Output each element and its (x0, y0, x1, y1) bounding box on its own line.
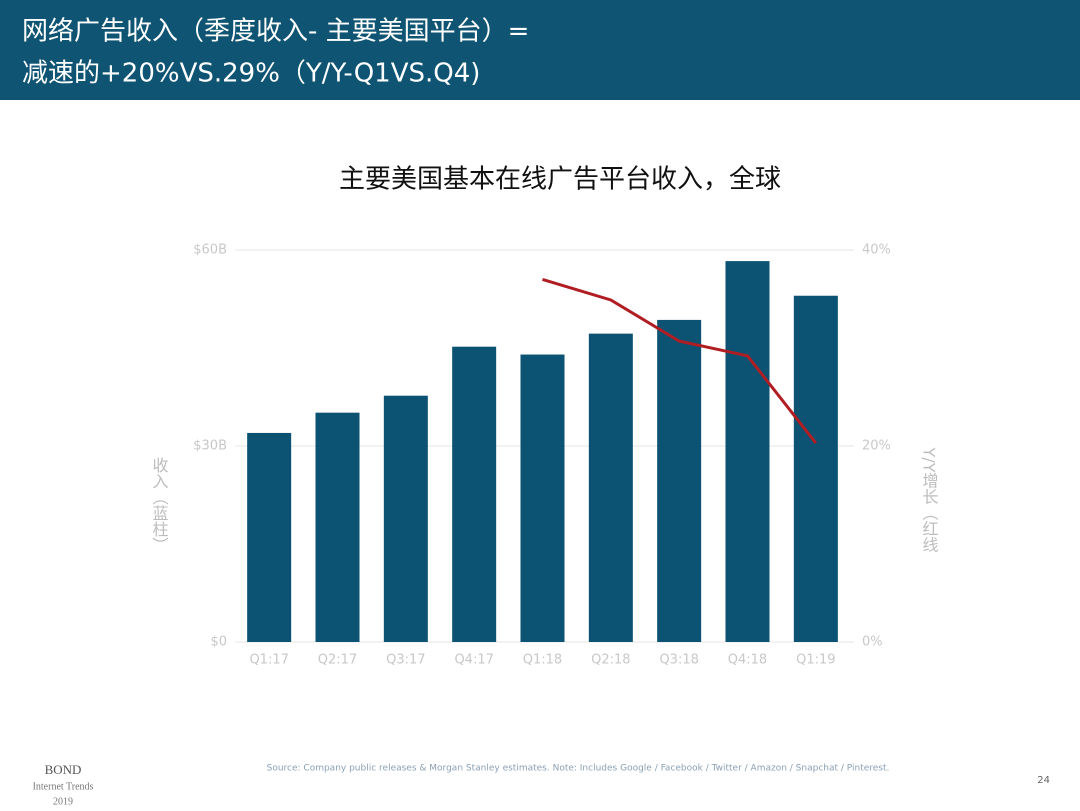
x-tick-label: Q3:18 (659, 653, 698, 668)
x-tick-label: Q2:17 (318, 653, 357, 668)
growth-line (542, 277, 818, 444)
page-number: 24 (1037, 775, 1050, 786)
logo-year: 2019 (53, 796, 73, 807)
x-tick-label: Q1:17 (249, 653, 288, 668)
header-band (0, 0, 1080, 100)
x-tick-label: Q4:18 (728, 653, 767, 668)
bar (588, 333, 633, 642)
y2-tick-label: 40% (862, 243, 891, 258)
y2-axis-label: Y/Y增长（红线 (920, 447, 939, 553)
bar (657, 319, 702, 642)
bar (793, 295, 838, 642)
x-tick-label: Q1:19 (796, 653, 835, 668)
x-tick-label: Q1:18 (523, 653, 562, 668)
logo-sub: Internet Trends (33, 781, 94, 792)
x-tick-label: Q3:17 (386, 653, 425, 668)
slide-title: 网络广告收入（季度收入- 主要美国平台）= (22, 17, 529, 47)
y-axis-label: 收入（蓝柱） (150, 457, 169, 553)
bar (247, 432, 292, 642)
bar (383, 395, 428, 642)
slide-title: 减速的+20%VS.29%（Y/Y-Q1VS.Q4) (22, 59, 480, 89)
y2-tick-label: 0% (862, 635, 883, 650)
bar (520, 354, 565, 642)
y-tick-label: $60B (193, 243, 227, 258)
x-tick-label: Q2:18 (591, 653, 630, 668)
x-tick-label: Q4:17 (454, 653, 493, 668)
bar (725, 261, 770, 642)
source-note: Source: Company public releases & Morgan… (267, 764, 890, 774)
y-tick-label: $30B (193, 439, 227, 454)
y-tick-label: $0 (210, 635, 227, 650)
chart-title: 主要美国基本在线广告平台收入，全球 (339, 165, 781, 195)
bar (452, 346, 497, 642)
bar (315, 412, 360, 642)
y2-tick-label: 20% (862, 439, 891, 454)
logo: BOND (45, 762, 82, 777)
